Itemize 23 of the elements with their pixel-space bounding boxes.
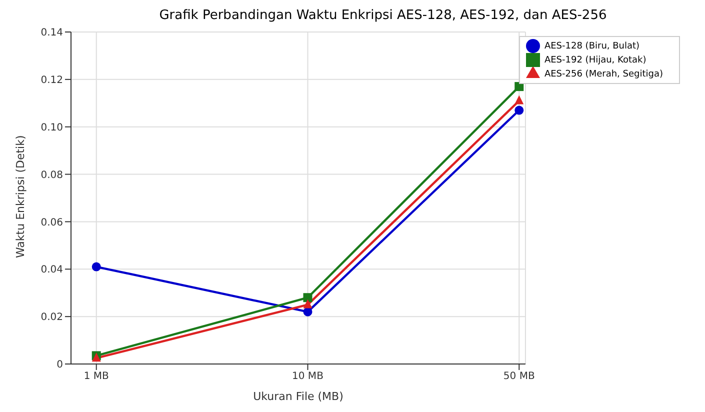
y-tick-label: 0 (56, 360, 63, 371)
x-axis-title: Ukuran File (MB) (253, 390, 344, 403)
y-tick-label: 0.08 (40, 170, 63, 181)
legend-label: AES-128 (Biru, Bulat) (544, 41, 640, 52)
legend-label: AES-256 (Merah, Segitiga) (544, 69, 663, 80)
y-tick-label: 0.04 (40, 264, 63, 276)
point (92, 262, 101, 272)
y-tick-label: 0.12 (40, 74, 63, 86)
chart-title: Grafik Perbandingan Waktu Enkripsi AES-128, AES-192, dan AES-256 (158, 8, 608, 25)
point (514, 106, 524, 115)
point (514, 95, 524, 104)
point (303, 299, 312, 308)
y-tick-label: 0.02 (40, 312, 63, 324)
x-tick-label: 10 MB (292, 371, 324, 382)
y-tick-label: 0.06 (40, 217, 63, 228)
y-tick-label: 0.10 (40, 122, 63, 134)
y-axis-title: Waktu Enkripsi (Detik) (14, 135, 27, 258)
point (303, 307, 312, 316)
y-tick-label: 0.14 (40, 28, 63, 39)
x-tick-label: 1 MB (84, 371, 110, 382)
x-tick-label: 50 MB (503, 371, 535, 382)
legend-label: AES-192 (Hijau, Kotak) (544, 55, 646, 66)
point (303, 293, 312, 302)
